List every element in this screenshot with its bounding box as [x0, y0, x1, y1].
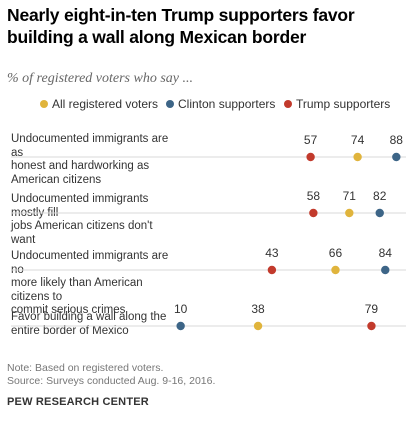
chart-title: Nearly eight-in-ten Trump supporters fav… — [7, 5, 355, 47]
row-label-2-line: jobs American citizens don't want — [11, 220, 153, 246]
value-label-clinton-row-2: 82 — [373, 189, 387, 203]
dot-trump-row-3 — [267, 265, 277, 275]
row-label-1: Undocumented immigrants are as honest an… — [11, 133, 171, 187]
row-label-3-line: commit serious crimes — [11, 304, 126, 316]
row-label-3: Undocumented immigrants are no more like… — [11, 250, 171, 318]
legend: All registered voters Clinton supporters… — [0, 97, 420, 113]
row-label-1-line: Undocumented immigrants are as — [11, 133, 169, 159]
value-label-trump-row-3: 43 — [265, 246, 279, 260]
dot-trump-row-2 — [309, 208, 318, 218]
value-label-all-row-4: 38 — [251, 302, 265, 316]
value-label-clinton-row-3: 84 — [379, 246, 393, 260]
source-text: Source: Surveys conducted Aug. 9-16, 201… — [7, 375, 216, 387]
row-label-4-line: entire border of Mexico — [11, 324, 129, 337]
value-label-clinton-row-1: 88 — [390, 133, 404, 147]
value-label-trump-row-4: 79 — [365, 302, 379, 316]
dot-clinton-row-2 — [375, 208, 384, 218]
legend-label-all: All registered voters — [52, 97, 159, 111]
row-label-2: Undocumented immigrants mostly fill jobs… — [11, 193, 171, 247]
dot-all-row-2 — [345, 208, 354, 218]
legend-item-clinton: Clinton supporters — [166, 97, 275, 111]
row-label-1-line: honest and hardworking as — [11, 160, 150, 172]
note-text: Note: Based on registered voters. — [7, 362, 164, 374]
org-name: PEW RESEARCH CENTER — [7, 396, 149, 408]
legend-item-all: All registered voters — [40, 97, 158, 111]
legend-item-trump: Trump supporters — [284, 97, 390, 111]
legend-label-trump: Trump supporters — [296, 97, 391, 111]
value-label-all-row-1: 74 — [351, 133, 365, 147]
value-label-trump-row-1: 57 — [304, 133, 318, 147]
chart-subtitle: % of registered voters who say ... — [7, 71, 193, 86]
value-label-all-row-2: 71 — [343, 189, 357, 203]
value-label-all-row-3: 66 — [329, 246, 343, 260]
value-label-clinton-row-4: 10 — [174, 302, 188, 316]
value-label-trump-row-2: 58 — [307, 189, 321, 203]
dot-trump-row-4 — [367, 321, 376, 331]
dot-clinton-row-3 — [381, 265, 390, 275]
legend-dot-clinton — [166, 100, 174, 108]
dot-all-row-1 — [353, 152, 362, 162]
legend-dot-trump — [284, 100, 292, 108]
legend-label-clinton: Clinton supporters — [178, 97, 276, 111]
row-label-4-line: Favor building a wall along the — [11, 311, 167, 323]
dot-all-row-4 — [253, 321, 263, 331]
dot-clinton-row-1 — [392, 152, 401, 162]
row-label-4: Favor building a wall along the entire b… — [11, 311, 171, 338]
dot-trump-row-1 — [306, 152, 315, 162]
row-label-1-line: American citizens — [11, 173, 102, 186]
dot-clinton-row-4 — [176, 321, 185, 331]
dot-all-row-3 — [331, 265, 340, 275]
row-label-3-line: more likely than American citizens to — [11, 277, 143, 303]
legend-dot-all — [40, 100, 48, 108]
